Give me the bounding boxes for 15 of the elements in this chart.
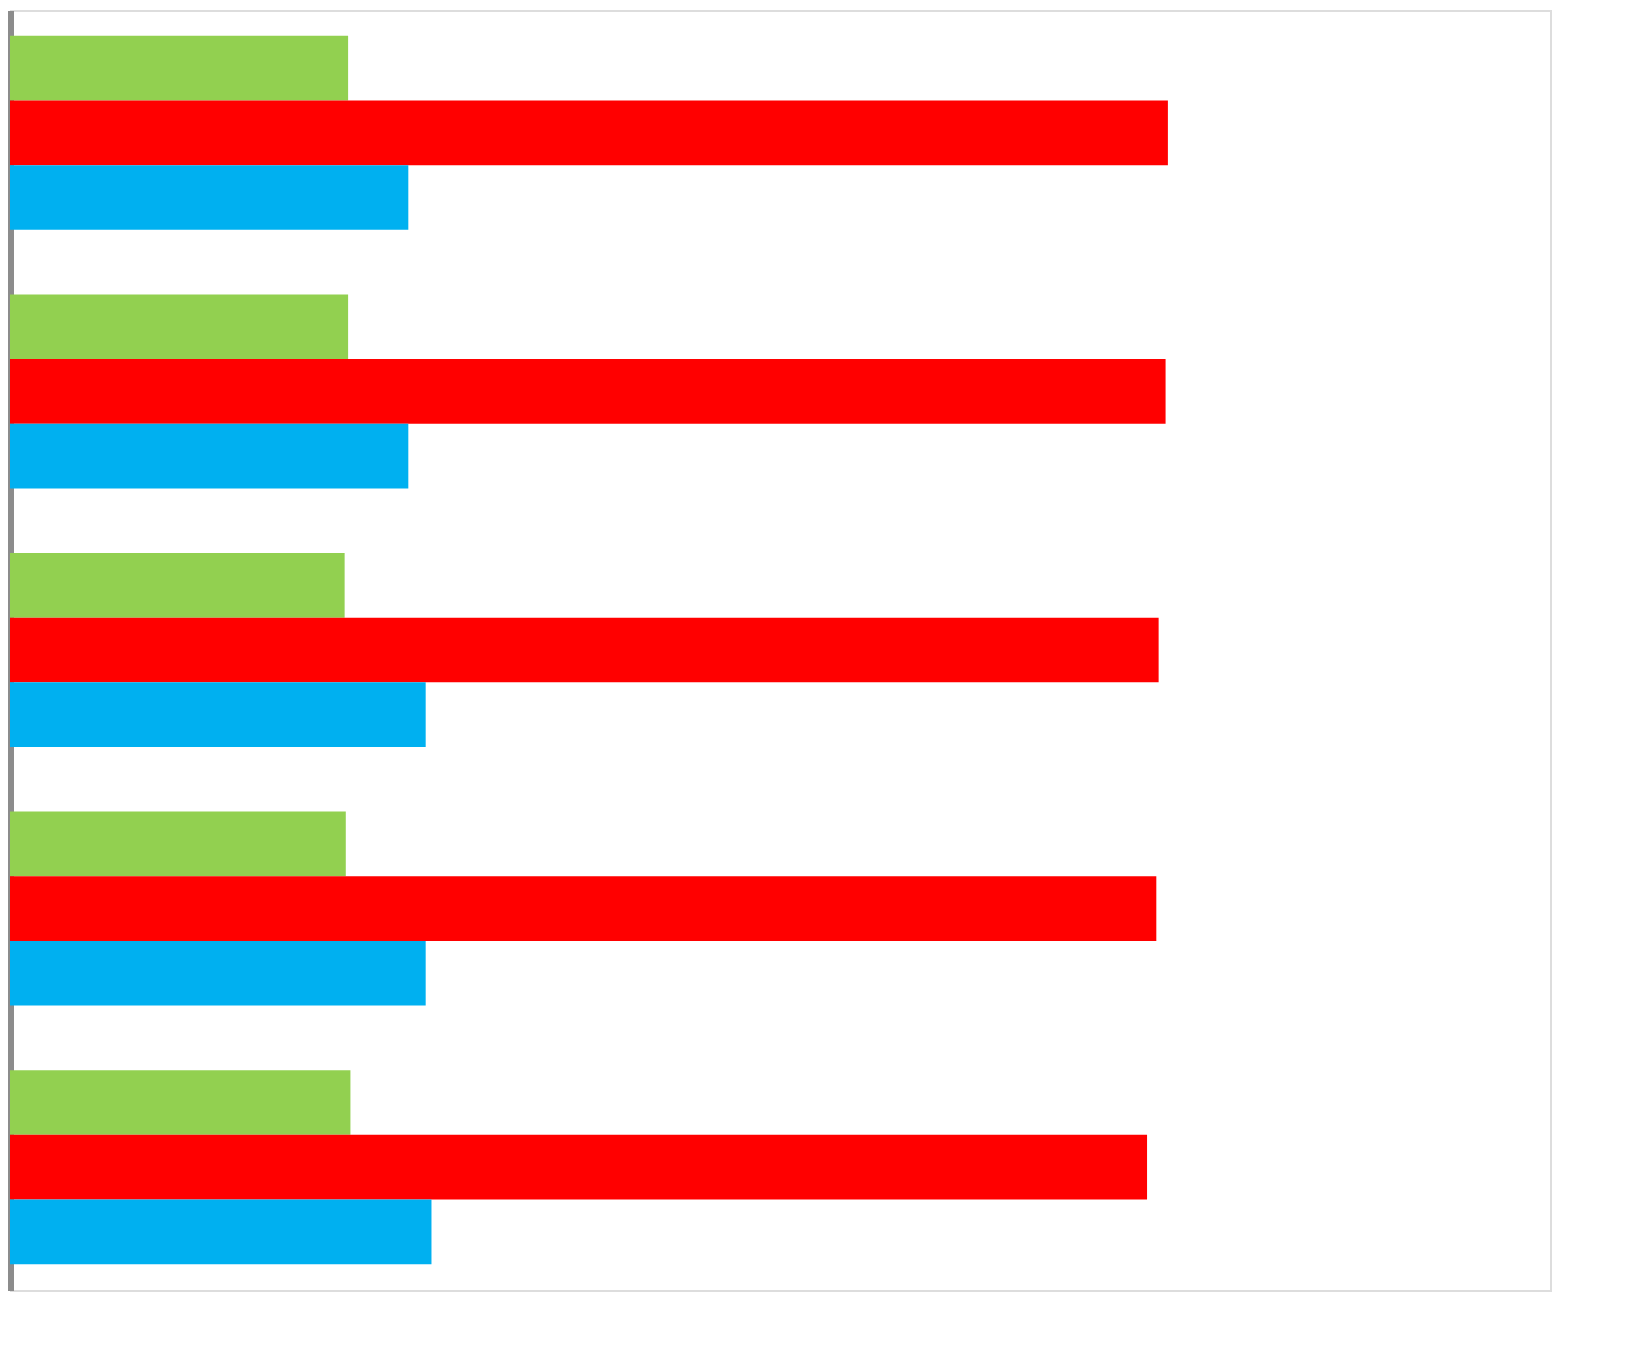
- bar: [10, 35, 349, 101]
- bar: [10, 1070, 351, 1135]
- bar: [10, 553, 345, 618]
- bar: [10, 423, 409, 489]
- bar: [10, 876, 1157, 941]
- bar: [10, 811, 346, 877]
- bar: [10, 617, 1159, 683]
- bar: [10, 1134, 1148, 1200]
- bar: [10, 682, 426, 747]
- bar: [10, 940, 426, 1006]
- bar: [10, 1199, 432, 1265]
- bar: [10, 294, 349, 360]
- bar: [10, 359, 1166, 424]
- bar: [10, 165, 409, 230]
- bar: [10, 100, 1168, 166]
